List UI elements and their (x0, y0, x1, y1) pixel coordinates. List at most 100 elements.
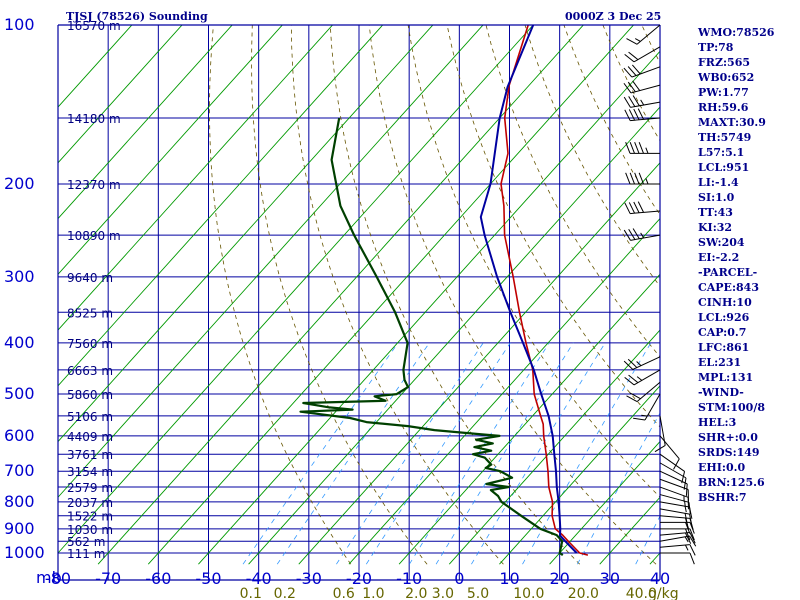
index-entry: CINH:10 (698, 296, 752, 309)
isotherm-line (499, 385, 660, 565)
wind-barb-flag (632, 80, 641, 91)
mixing-ratio-tick-label: 20.0 (568, 586, 599, 600)
wind-barb-flag (634, 172, 640, 185)
pressure-tick-label: 200 (4, 174, 35, 193)
wind-barb-staff (659, 470, 688, 485)
index-entry: -WIND- (698, 386, 744, 399)
wind-barb-staff (659, 535, 690, 542)
pressure-tick-label: 400 (4, 333, 35, 352)
temperature-tick-label: -70 (95, 569, 121, 588)
wind-barb-flag (640, 232, 645, 239)
index-entry: WB0:652 (697, 71, 754, 84)
index-entry: SRDS:149 (698, 446, 760, 459)
index-entry: LCL:951 (698, 161, 749, 174)
wind-barb-staff (630, 234, 661, 241)
wind-barb-staff (630, 84, 661, 94)
wind-barb (623, 228, 661, 241)
mixing-ratio-line (435, 342, 574, 565)
isotherm-line (248, 106, 660, 565)
pressure-tick-label: 100 (4, 15, 35, 34)
mixing-ratio-tick-label: 5.0 (467, 586, 489, 600)
wind-barb-flag (634, 38, 641, 42)
pressure-tick-label: 700 (4, 461, 35, 480)
height-label: 8525 m (67, 306, 113, 320)
wind-barb-flag (627, 66, 637, 76)
height-label: 2037 m (67, 496, 113, 510)
wind-barb (625, 141, 660, 154)
mixing-ratio-line (409, 342, 550, 565)
index-entry: SI:1.0 (698, 191, 735, 204)
wind-barb-flag (645, 178, 649, 185)
height-label: 5106 m (67, 410, 113, 424)
wind-barb (660, 552, 695, 565)
wind-barb (654, 415, 666, 453)
wind-barb-flag (638, 141, 644, 154)
wind-barb-staff (633, 369, 661, 386)
dry-adiabat-line (209, 25, 352, 565)
temperature-tick-label: -80 (45, 569, 71, 588)
wind-barb (623, 95, 661, 108)
isotherm-line (58, 25, 384, 387)
wind-barb (623, 356, 661, 370)
mixing-ratio-tick-label: 0.2 (274, 586, 296, 600)
wind-barb (623, 80, 661, 94)
index-entry: TP:78 (698, 41, 734, 54)
wind-barb-staff (636, 24, 661, 45)
wind-barb (626, 381, 661, 403)
index-entry: TH:5749 (698, 131, 751, 144)
pressure-tick-label: 1000 (4, 543, 45, 562)
isotherm-line (58, 25, 484, 498)
index-entry: SHR+:0.0 (698, 431, 758, 444)
dry-adiabat-line (329, 25, 580, 565)
wind-barb-staff (659, 462, 687, 479)
wind-barb-flag (629, 141, 635, 154)
height-label: 7560 m (67, 337, 113, 351)
wind-barb-flag (637, 201, 645, 213)
wind-barb (623, 64, 661, 78)
temperature-tick-label: -40 (246, 569, 272, 588)
wind-barb-flag (634, 141, 640, 154)
height-label: 3761 m (67, 448, 113, 462)
wind-barb (633, 393, 661, 421)
wind-barb-flag (637, 108, 645, 120)
pressure-unit-label: mb (36, 568, 62, 587)
dry-adiabat-line (407, 25, 660, 498)
height-label: 2579 m (67, 481, 113, 495)
wind-barb-flag (633, 417, 646, 421)
wind-barb-flag (684, 501, 686, 508)
index-entry: TT:43 (698, 206, 733, 219)
adiabats-layer (209, 25, 660, 565)
wind-barb-flag (654, 445, 666, 453)
temperature-tick-label: -60 (145, 569, 171, 588)
wind-barb-flag (626, 395, 638, 403)
wind-barb-staff (659, 478, 689, 490)
mixing-ratio-unit-label: g/kg (648, 586, 679, 600)
wind-barb (624, 201, 661, 215)
wind-barb-staff (659, 415, 666, 446)
isotherm-line (58, 25, 183, 164)
mixing-ratio-line (522, 342, 652, 565)
wind-barb-staff (659, 532, 690, 536)
wind-barb-staff (659, 501, 690, 508)
wind-barb (659, 535, 697, 547)
wind-barb-flag (688, 502, 691, 515)
index-entry: FRZ:565 (698, 56, 750, 69)
wind-barb-flag (645, 147, 649, 154)
dry-adiabat-line (368, 25, 657, 565)
index-entry: KI:32 (698, 221, 732, 234)
isotherms-layer (58, 25, 660, 565)
wind-barb-flag (628, 51, 639, 60)
isotherm-line (348, 217, 660, 565)
isotherm-line (549, 440, 660, 565)
mixing-ratio-line (242, 342, 399, 565)
wind-barb (624, 108, 661, 122)
mixing-ratio-line (365, 342, 511, 565)
wind-barb (659, 508, 693, 526)
temperature-trace (500, 25, 589, 556)
index-entry: EL:231 (698, 356, 741, 369)
wind-barb-flag (628, 374, 639, 384)
index-entry: EI:-2.2 (698, 251, 739, 264)
temperature-tick-label: -50 (195, 569, 221, 588)
index-entry: RH:59.6 (698, 101, 749, 114)
